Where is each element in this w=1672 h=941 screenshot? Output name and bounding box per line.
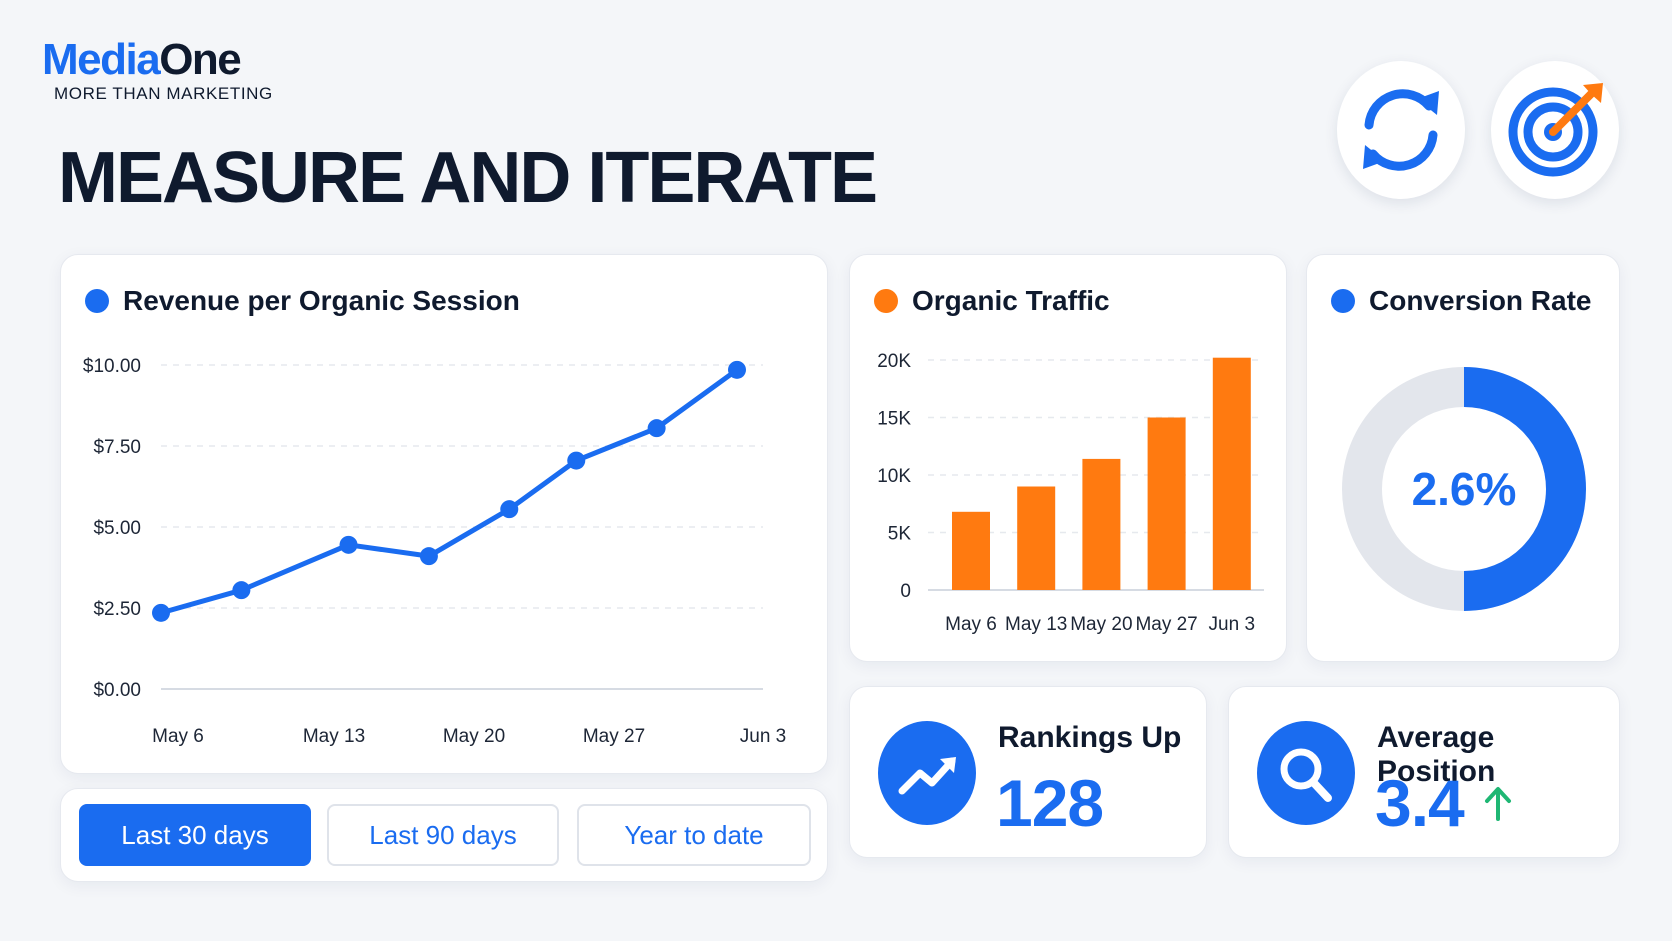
traffic-card: Organic Traffic 20K 15K 10K 5K 0 May 6 May 13 M… (849, 254, 1287, 662)
rankings-card: Rankings Up 128 (849, 686, 1207, 858)
position-value: 3.4 (1375, 766, 1465, 840)
y-tick-label: $10.00 (83, 356, 141, 377)
conversion-card-title: Conversion Rate (1331, 285, 1592, 317)
conversion-donut-chart: 2.6% (1342, 367, 1586, 611)
y-tick-label: 10K (877, 466, 911, 487)
y-tick-label: $0.00 (93, 680, 141, 701)
revenue-data-point (339, 535, 358, 554)
revenue-data-point (500, 500, 519, 519)
x-tick-label: May 27 (1135, 614, 1197, 635)
revenue-card-title: Revenue per Organic Session (85, 285, 520, 317)
traffic-title-text: Organic Traffic (912, 285, 1110, 316)
y-tick-label: $2.50 (93, 599, 141, 620)
brand-name-part2: One (159, 35, 242, 84)
rankings-value: 128 (996, 766, 1104, 840)
position-card: Average Position 3.4 (1228, 686, 1620, 858)
x-tick-label: May 20 (443, 726, 505, 747)
trending-up-icon (898, 757, 956, 795)
revenue-data-point (232, 581, 251, 600)
traffic-bar (952, 511, 990, 590)
revenue-data-point (647, 419, 666, 438)
last-90-days-button[interactable]: Last 90 days (327, 804, 559, 866)
revenue-data-point (419, 547, 438, 566)
brand-name-part1: Media (42, 35, 161, 84)
traffic-bar (1082, 458, 1121, 590)
search-icon-badge (1257, 721, 1355, 825)
revenue-data-point (728, 360, 746, 379)
target-icon (1508, 83, 1603, 177)
traffic-bar-chart: 20K 15K 10K 5K 0 May 6 May 13 May 20 May 27 Jun 3 (877, 351, 1264, 635)
y-tick-label: $5.00 (93, 518, 141, 539)
refresh-icon (1363, 89, 1439, 171)
year-to-date-button[interactable]: Year to date (577, 804, 811, 866)
conversion-title-text: Conversion Rate (1369, 285, 1592, 316)
y-tick-label: $7.50 (93, 437, 141, 458)
traffic-bar (1147, 417, 1186, 590)
position-label: Average Position (1377, 721, 1496, 788)
arrow-up-icon (1485, 787, 1511, 821)
traffic-bar (1212, 357, 1251, 590)
target-icon-badge (1491, 61, 1619, 199)
page-title: MEASURE AND ITERATE (58, 138, 878, 218)
conversion-card: Conversion Rate 2.6% (1306, 254, 1620, 662)
last-30-days-button[interactable]: Last 30 days (79, 804, 311, 866)
revenue-title-text: Revenue per Organic Session (123, 285, 520, 316)
x-tick-label: May 13 (303, 726, 365, 747)
conversion-legend-dot (1331, 289, 1355, 313)
x-tick-label: Jun 3 (1209, 614, 1255, 635)
y-tick-label: 20K (877, 351, 911, 372)
x-tick-label: May 6 (152, 726, 204, 747)
x-tick-label: May 20 (1070, 614, 1132, 635)
traffic-card-title: Organic Traffic (874, 285, 1110, 317)
y-tick-label: 5K (888, 524, 912, 545)
revenue-data-point (567, 451, 586, 470)
x-tick-label: Jun 3 (740, 726, 786, 747)
brand-logo: MediaOne MORE THAN MARKETING (42, 36, 273, 104)
y-tick-label: 15K (877, 409, 911, 430)
revenue-legend-dot (85, 289, 109, 313)
x-tick-label: May 6 (945, 614, 997, 635)
rankings-label: Rankings Up (998, 721, 1182, 754)
revenue-series-line (158, 367, 740, 616)
refresh-icon-badge (1337, 61, 1465, 199)
conversion-rate-value: 2.6% (1412, 463, 1517, 515)
donut-value-arc (1463, 367, 1586, 611)
brand-tagline: MORE THAN MARKETING (54, 84, 273, 103)
y-tick-label: 0 (900, 581, 911, 602)
x-tick-label: May 27 (583, 726, 645, 747)
revenue-line-chart: $10.00 $7.50 $5.00 $2.50 $0.00 May 6 May 13 May… (83, 356, 786, 747)
revenue-card: Revenue per Organic Session $10.00 $7.50 $… (60, 254, 828, 774)
trending-up-icon-badge (878, 721, 976, 825)
traffic-legend-dot (874, 289, 898, 313)
traffic-bar (1017, 486, 1056, 590)
search-icon (1280, 748, 1332, 802)
brand-name: MediaOne (42, 36, 273, 84)
x-tick-label: May 13 (1005, 614, 1067, 635)
revenue-data-point (152, 603, 170, 622)
date-range-selector: Last 30 days Last 90 days Year to date (60, 788, 828, 882)
